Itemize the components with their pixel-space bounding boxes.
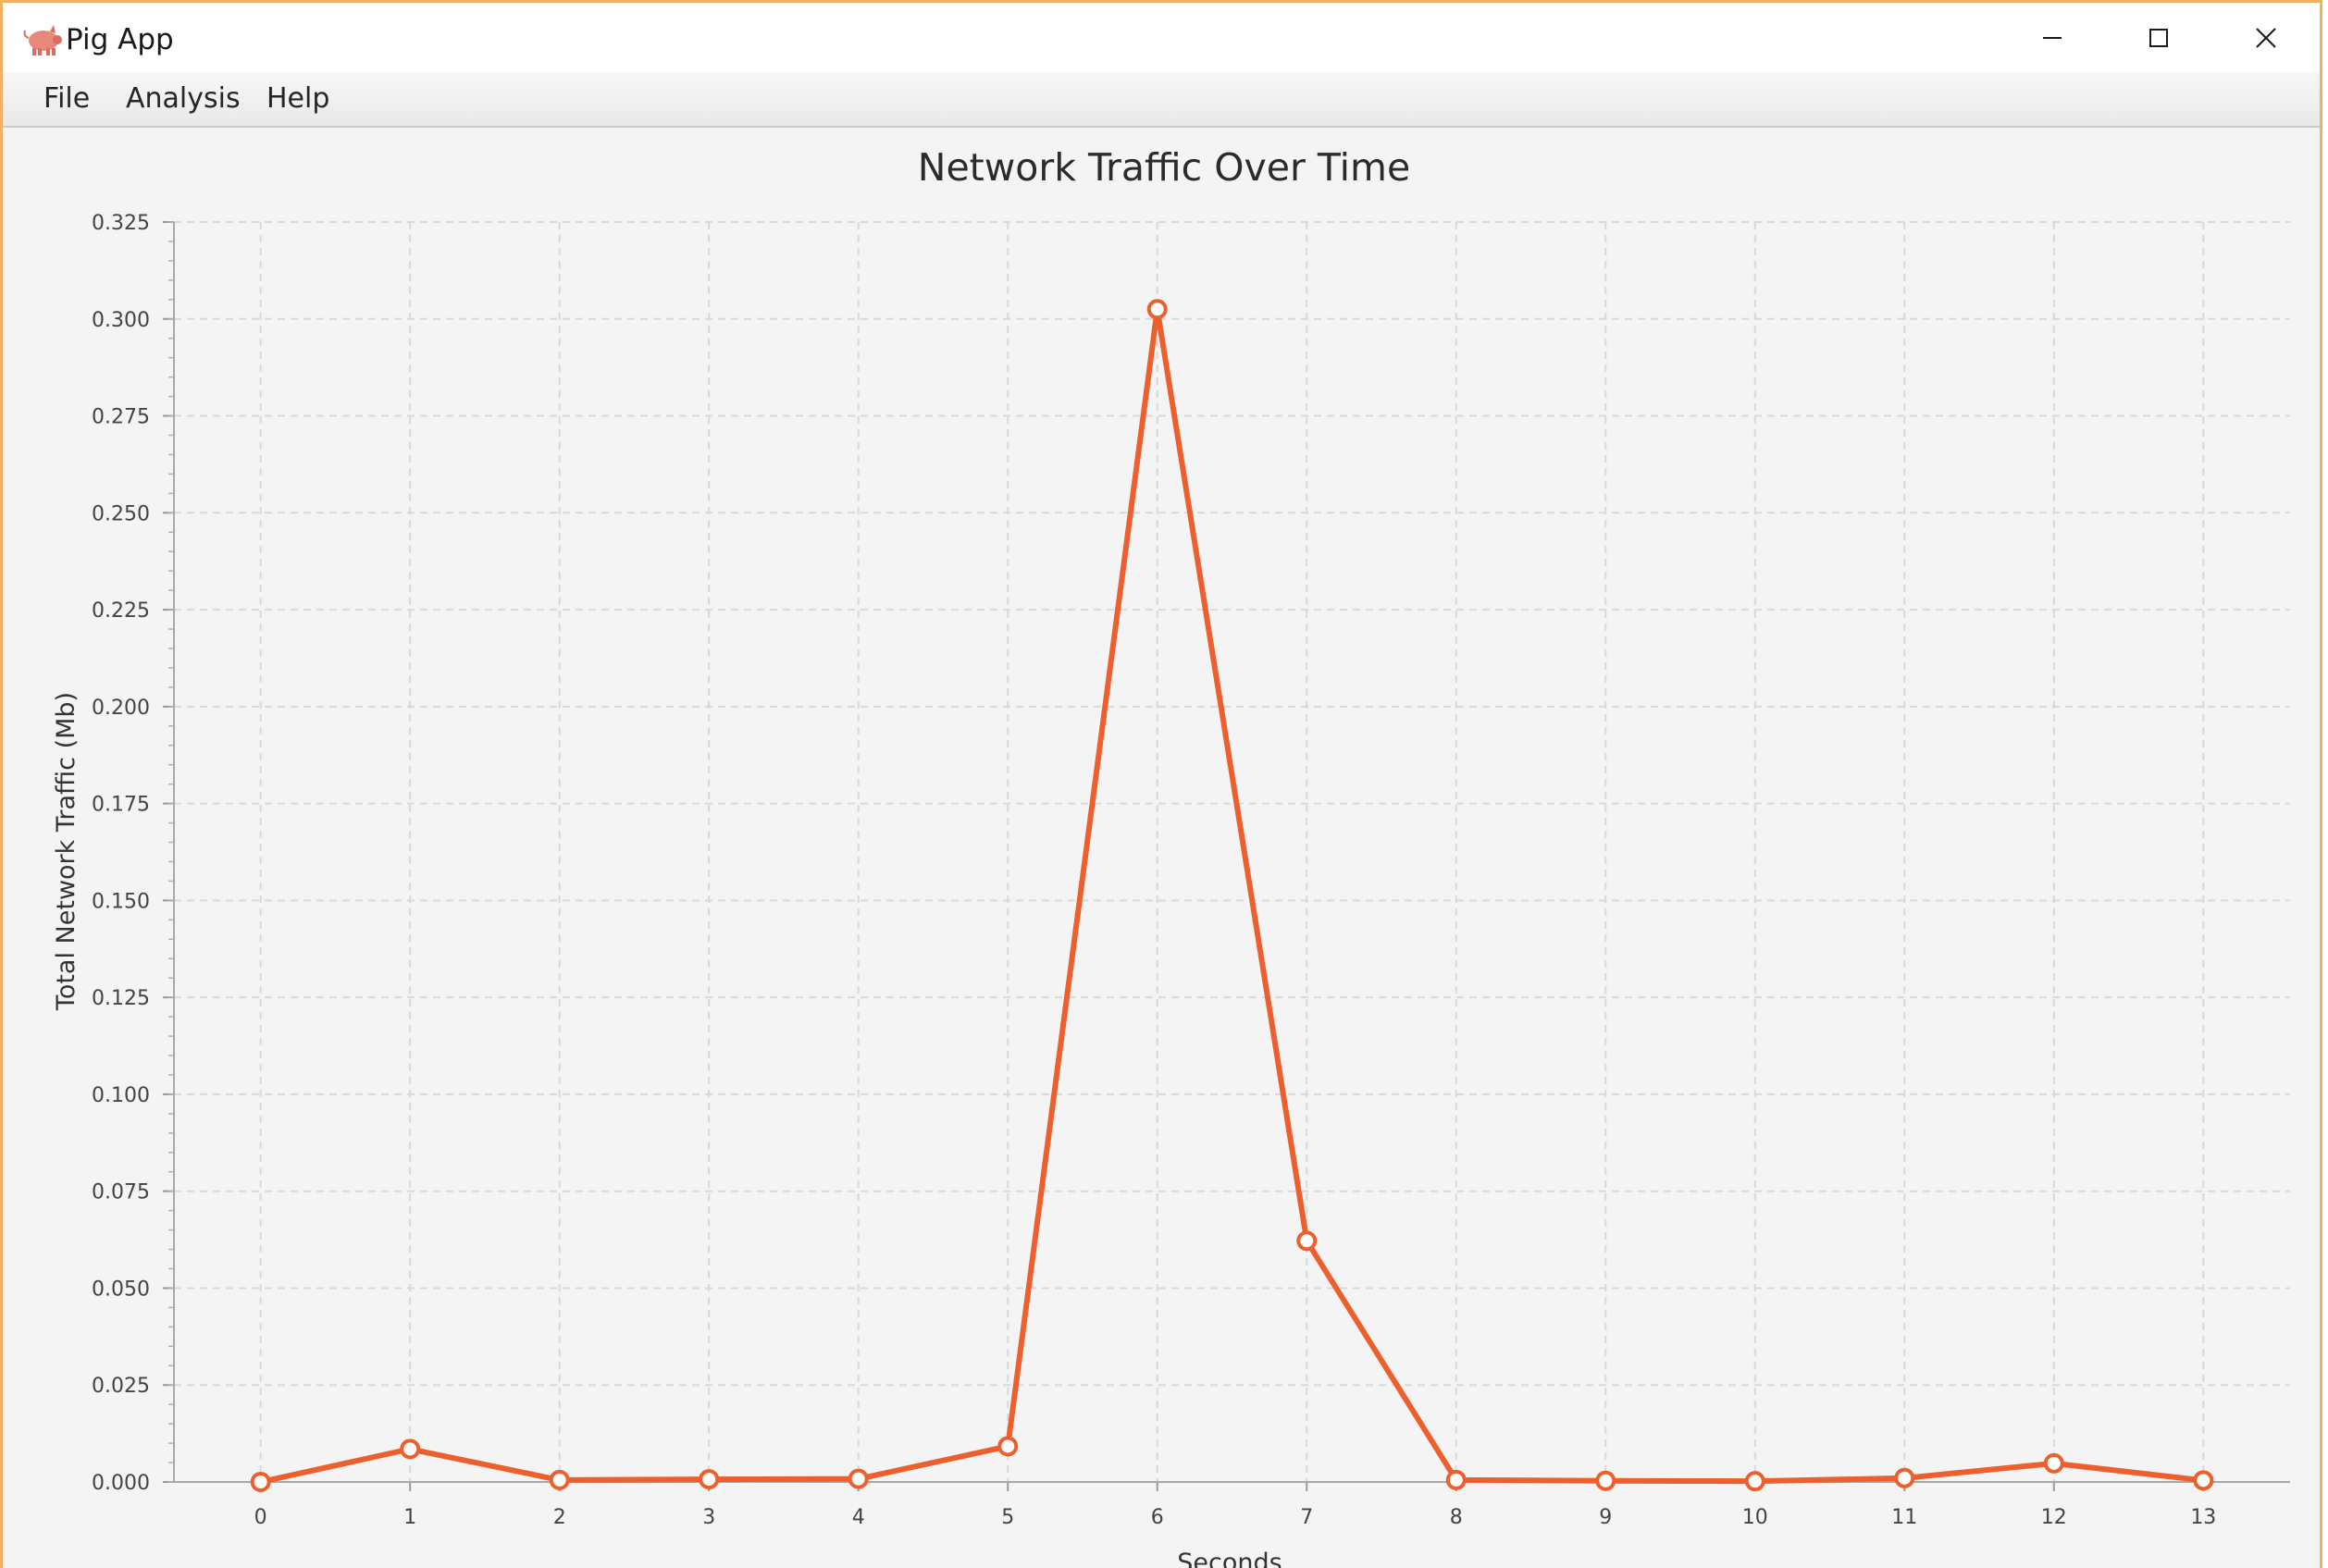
data-point — [400, 1438, 421, 1460]
x-tick-label: 9 — [1599, 1506, 1612, 1529]
y-tick-label: 0.200 — [92, 697, 150, 720]
x-tick-label: 7 — [1300, 1506, 1313, 1529]
minimize-icon — [2043, 37, 2062, 39]
y-tick-label: 0.025 — [92, 1375, 150, 1398]
menu-help[interactable]: Help — [266, 82, 330, 115]
y-tick-label: 0.000 — [92, 1472, 150, 1495]
y-axis-label: Total Network Traffic (Mb) — [52, 692, 80, 1011]
x-tick-label: 13 — [2190, 1506, 2216, 1529]
x-tick-label: 0 — [254, 1506, 267, 1529]
menu-bar: File Analysis Help — [3, 72, 2320, 128]
x-tick-label: 5 — [1001, 1506, 1014, 1529]
maximize-icon — [2149, 29, 2168, 47]
x-tick-label: 1 — [403, 1506, 416, 1529]
data-point — [1296, 1230, 1318, 1252]
x-tick-label: 8 — [1450, 1506, 1463, 1529]
series-network-traffic — [250, 299, 2214, 1492]
data-point — [848, 1468, 869, 1489]
data-point — [2193, 1470, 2214, 1491]
data-point — [699, 1469, 720, 1490]
menu-file[interactable]: File — [43, 82, 91, 115]
data-point — [250, 1472, 271, 1492]
y-tick-label: 0.150 — [92, 890, 150, 913]
close-icon — [2256, 28, 2276, 48]
x-tick-label: 10 — [1742, 1506, 1768, 1529]
x-tick-label: 2 — [553, 1506, 566, 1529]
data-point — [997, 1436, 1019, 1457]
y-tick-label: 0.300 — [92, 309, 150, 332]
maximize-button[interactable] — [2112, 10, 2205, 66]
y-tick-label: 0.275 — [92, 406, 150, 429]
x-tick-label: 4 — [852, 1506, 865, 1529]
axes: 0.000 0.025 0.050 0.075 0.100 0.125 0.150 0.175… — [92, 212, 2290, 1529]
chart-title: Network Traffic Over Time — [918, 145, 1410, 190]
data-point — [549, 1469, 570, 1490]
data-point — [1595, 1470, 1616, 1491]
x-tick-label: 11 — [1891, 1506, 1917, 1529]
y-tick-label: 0.075 — [92, 1181, 150, 1204]
series-line — [260, 306, 2204, 1485]
line-chart: Network Traffic Over Time 0.000 0.025 0.05… — [52, 145, 2290, 1568]
data-point — [1445, 1469, 1467, 1490]
x-axis-label: Seconds — [1177, 1549, 1282, 1568]
data-point — [2043, 1452, 2064, 1474]
y-tick-label: 0.100 — [92, 1084, 150, 1107]
title-bar[interactable]: Pig App — [3, 3, 2320, 72]
menu-analysis[interactable]: Analysis — [126, 82, 241, 115]
grid — [174, 221, 2290, 1482]
y-tick-label: 0.325 — [92, 212, 150, 235]
x-tick-label: 12 — [2041, 1506, 2067, 1529]
close-button[interactable] — [2220, 10, 2312, 66]
y-tick-label: 0.125 — [92, 987, 150, 1010]
minimize-button[interactable] — [2006, 10, 2099, 66]
pig-icon — [23, 25, 62, 56]
data-point — [1894, 1467, 1915, 1488]
y-tick-label: 0.175 — [92, 794, 150, 817]
x-tick-label: 3 — [702, 1506, 715, 1529]
x-tick-label: 6 — [1151, 1506, 1164, 1529]
data-point — [1146, 299, 1168, 320]
window-title: Pig App — [66, 23, 174, 56]
y-tick-label: 0.225 — [92, 599, 150, 623]
y-tick-label: 0.250 — [92, 502, 150, 525]
data-point — [1744, 1471, 1765, 1492]
y-tick-label: 0.050 — [92, 1278, 150, 1301]
